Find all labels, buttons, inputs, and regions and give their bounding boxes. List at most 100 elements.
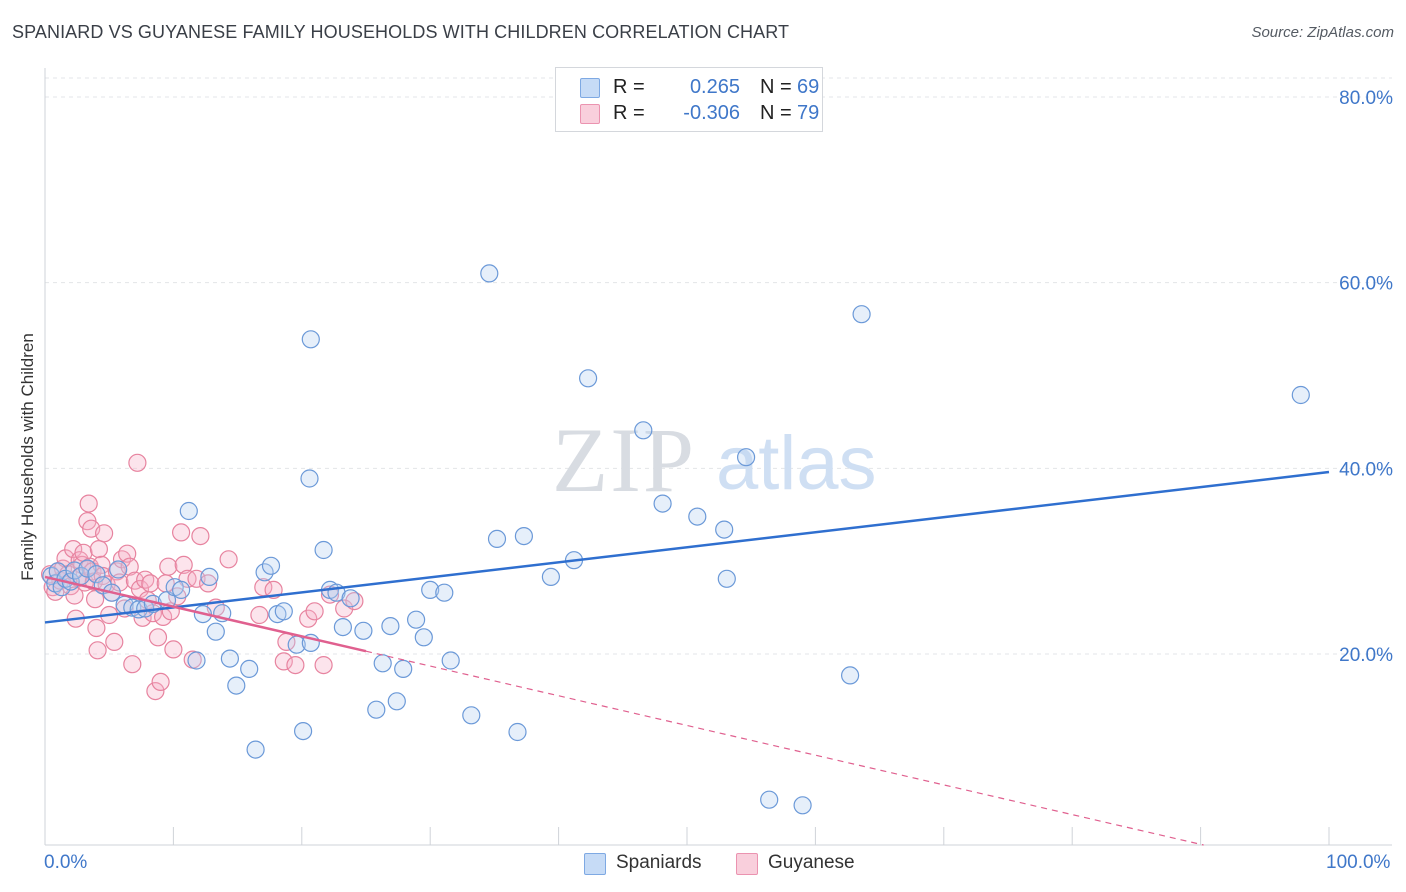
legend-r-value: 0.265 (689, 76, 740, 98)
y-tick-label: 80.0% (1339, 88, 1393, 109)
chart-title: SPANIARD VS GUYANESE FAMILY HOUSEHOLDS W… (12, 22, 790, 42)
data-point (760, 790, 779, 809)
data-point (441, 651, 460, 670)
legend-r-label: R = (613, 102, 645, 124)
data-point (112, 550, 132, 569)
data-point (300, 469, 319, 488)
data-point (435, 583, 454, 602)
data-point (128, 453, 147, 472)
data-point (1291, 385, 1310, 405)
data-point (715, 520, 734, 539)
y-tick-label: 20.0% (1339, 645, 1393, 666)
data-point (227, 676, 246, 695)
data-point (159, 557, 178, 576)
data-point (255, 563, 274, 582)
data-point (206, 622, 225, 641)
data-point (793, 796, 812, 815)
data-point (89, 539, 109, 559)
data-point (852, 305, 871, 324)
data-point (148, 628, 168, 647)
data-point (164, 640, 183, 659)
data-point (462, 706, 481, 725)
data-point (294, 721, 313, 741)
data-point (105, 632, 124, 652)
data-point (578, 369, 598, 388)
data-point (220, 649, 239, 668)
data-point (354, 621, 373, 640)
y-axis-label: Family Households with Children (18, 333, 37, 581)
data-point (274, 602, 293, 621)
legend-r-value: -0.306 (683, 102, 740, 124)
data-point (87, 565, 106, 584)
data-point (314, 540, 333, 560)
data-point (541, 567, 561, 587)
data-point (187, 651, 206, 670)
data-point (174, 555, 193, 575)
data-point (414, 628, 433, 647)
data-point (123, 655, 142, 674)
data-point (421, 580, 440, 600)
data-point (736, 448, 756, 467)
data-point (381, 616, 400, 636)
data-point (141, 574, 160, 593)
data-point (487, 529, 507, 549)
x-tick-min: 0.0% (44, 852, 88, 873)
spaniards-points (42, 264, 1310, 815)
data-point (88, 641, 107, 660)
y-tick-label: 40.0% (1339, 459, 1393, 480)
data-point (219, 550, 238, 569)
data-point (172, 580, 191, 600)
data-point (717, 569, 736, 588)
legend-n-label: N = (760, 76, 792, 98)
y-tick-label: 60.0% (1339, 274, 1393, 295)
legend-swatch-guyanese (580, 104, 600, 124)
data-point (367, 700, 386, 719)
data-point (301, 330, 320, 349)
legend-n-label: N = (760, 102, 792, 124)
data-point (333, 617, 352, 637)
data-point (120, 557, 139, 576)
data-point (688, 507, 707, 526)
bottom-legend-swatch-spaniards (584, 853, 606, 875)
x-tick-max: 100.0% (1326, 852, 1391, 873)
trend-line-guyanese-extension (365, 650, 1204, 846)
data-point (286, 655, 305, 675)
data-point (407, 610, 426, 629)
bottom-legend-label-guyanese: Guyanese (768, 852, 855, 873)
data-point (65, 586, 84, 605)
data-point (341, 589, 360, 608)
data-point (85, 590, 105, 609)
legend-n-value: 69 (797, 76, 820, 98)
data-point (94, 524, 114, 543)
data-point (250, 605, 269, 625)
data-point (200, 567, 219, 587)
trend-line-spaniards (44, 470, 1330, 624)
data-point (394, 659, 413, 679)
chart-source: Source: ZipAtlas.com (1251, 24, 1394, 41)
axis-layer (44, 68, 1392, 846)
data-point (172, 523, 191, 542)
data-point (199, 574, 218, 593)
data-point (246, 740, 265, 759)
data-point (305, 602, 324, 621)
data-point (146, 681, 165, 701)
data-point (179, 501, 198, 521)
legend-r-label: R = (613, 76, 645, 98)
bottom-legend-swatch-guyanese (736, 853, 758, 875)
data-point (64, 539, 83, 559)
data-point (314, 655, 333, 675)
data-point (261, 556, 281, 575)
data-point (634, 421, 653, 440)
trend-layer (44, 470, 1330, 846)
data-point (508, 722, 527, 742)
data-point (240, 659, 259, 679)
data-point (373, 654, 392, 673)
legend-swatch-spaniards (580, 78, 600, 98)
data-point (840, 666, 860, 685)
data-point (78, 559, 97, 578)
data-point (387, 692, 406, 711)
legend-n-value: 79 (797, 102, 820, 124)
data-point (87, 618, 106, 638)
data-point (480, 264, 499, 283)
